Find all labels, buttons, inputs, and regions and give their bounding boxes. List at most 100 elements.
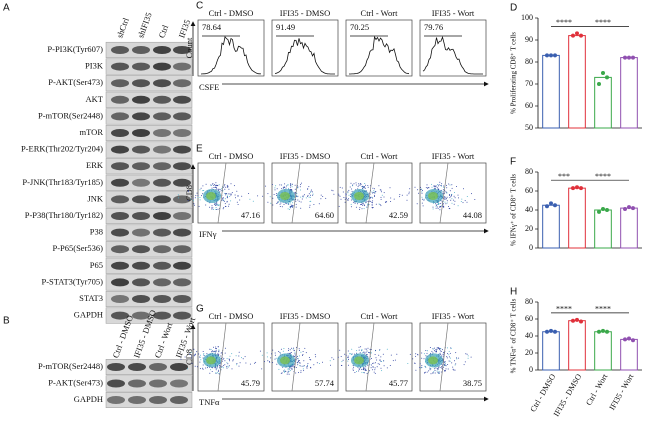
event-dot <box>294 351 296 353</box>
event-dot <box>284 369 285 371</box>
blot-band <box>128 379 146 388</box>
event-dot <box>435 185 437 187</box>
bar <box>594 331 612 371</box>
event-dot <box>373 190 375 192</box>
event-dot <box>215 203 217 205</box>
event-dot <box>298 200 300 202</box>
event-dot <box>399 194 401 196</box>
blot-band <box>132 228 150 237</box>
event-dot <box>444 370 446 371</box>
event-dot <box>205 204 207 206</box>
event-dot <box>352 201 354 203</box>
event-dot <box>281 188 283 190</box>
event-dot <box>420 186 422 188</box>
y-axis-label: Count <box>184 37 194 58</box>
event-dot <box>180 358 182 360</box>
event-dot <box>312 194 314 196</box>
significance-label: **** <box>595 18 611 27</box>
event-dot <box>295 203 297 205</box>
event-dot <box>439 352 441 354</box>
event-dot <box>300 351 302 353</box>
event-dot <box>446 187 448 189</box>
event-dot <box>272 204 274 206</box>
blot-band <box>132 212 150 220</box>
event-dot <box>417 354 419 356</box>
blot-label: PI3K <box>85 61 104 71</box>
event-dot <box>437 369 439 371</box>
event-dot <box>232 360 234 362</box>
event-dot <box>226 201 228 203</box>
event-dot <box>421 357 423 359</box>
event-dot <box>425 355 427 357</box>
event-dot <box>280 372 282 374</box>
event-dot <box>226 366 228 368</box>
event-dot <box>298 372 299 373</box>
blot-label: P-mTOR(Ser2448) <box>38 361 103 371</box>
event-dot <box>370 367 372 369</box>
event-dot <box>212 367 213 369</box>
event-dot <box>215 203 217 205</box>
event-dot <box>230 194 232 196</box>
event-dot <box>449 190 451 192</box>
event-dot <box>353 366 355 368</box>
gate-line <box>439 322 449 392</box>
event-dot <box>412 358 414 360</box>
event-dot <box>295 200 297 202</box>
event-dot <box>306 366 308 368</box>
event-dot <box>380 198 382 200</box>
event-dot <box>236 190 238 192</box>
event-dot <box>192 198 194 200</box>
event-dot <box>454 200 456 202</box>
event-dot <box>187 199 189 201</box>
event-dot <box>288 348 290 350</box>
blot-band <box>153 46 171 54</box>
event-dot <box>222 197 224 199</box>
event-dot <box>347 355 349 357</box>
event-dot <box>224 352 226 354</box>
y-tick-label: 0 <box>529 243 533 252</box>
event-dot <box>239 199 241 201</box>
replicate-point <box>631 338 635 343</box>
event-dot <box>366 348 368 350</box>
event-dot <box>443 206 445 208</box>
x-axis-label: CSFE <box>199 82 219 92</box>
event-dot <box>202 367 204 369</box>
event-dot <box>363 368 365 370</box>
event-dot <box>380 205 382 207</box>
blot-band <box>111 95 129 104</box>
event-dot <box>448 207 450 209</box>
event-dot <box>264 361 265 363</box>
blot-label: P38 <box>90 227 103 237</box>
event-dot <box>289 368 291 370</box>
event-dot <box>441 191 443 193</box>
event-dot <box>359 208 361 210</box>
event-dot <box>349 186 351 188</box>
event-dot <box>436 204 438 205</box>
replicate-point <box>579 319 583 324</box>
event-dot <box>453 369 455 371</box>
replicate-point <box>571 33 575 38</box>
event-dot <box>318 203 320 205</box>
event-dot <box>299 362 301 364</box>
event-dot <box>266 352 268 354</box>
event-dot <box>287 370 289 372</box>
blot-band <box>149 379 167 388</box>
event-dot <box>275 357 277 359</box>
event-dot <box>220 352 222 354</box>
event-dot <box>213 187 215 188</box>
event-dot <box>369 197 371 199</box>
blot-band <box>111 79 129 88</box>
event-dot <box>347 192 349 194</box>
event-dot <box>210 348 212 350</box>
event-dot <box>443 366 445 368</box>
gate-value: 38.75 <box>463 378 482 388</box>
event-dot <box>287 372 289 374</box>
event-dot <box>297 364 299 366</box>
event-dot <box>314 354 316 356</box>
event-dot <box>211 371 213 372</box>
event-dot <box>203 190 205 191</box>
event-dot <box>218 354 220 356</box>
blot-band <box>132 79 150 88</box>
event-dot <box>440 190 442 192</box>
event-dot <box>396 353 398 355</box>
